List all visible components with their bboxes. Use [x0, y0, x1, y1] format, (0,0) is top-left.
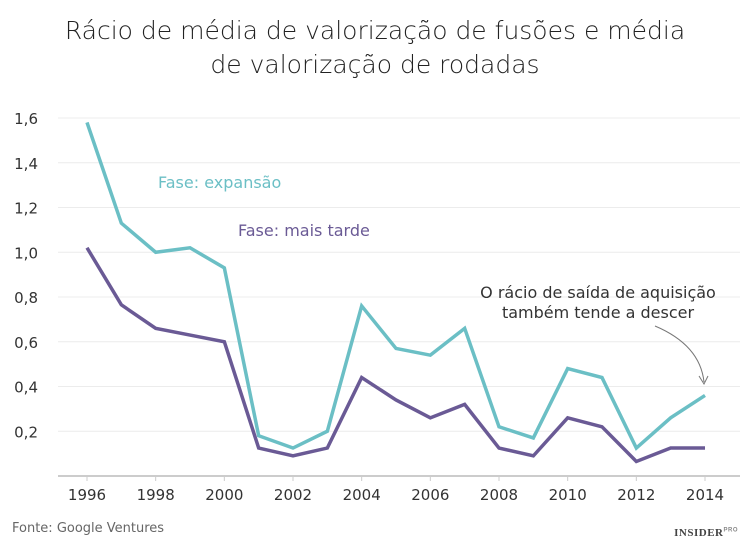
x-tick-label: 2012 [617, 486, 655, 504]
x-tick-label: 2008 [480, 486, 518, 504]
title-line-1: Rácio de média de valorização de fusões … [64, 16, 686, 45]
series-label-mais-tarde: Fase: mais tarde [238, 221, 370, 240]
x-tick-label: 2002 [274, 486, 312, 504]
chart-title: Rácio de média de valorização de fusões … [0, 14, 750, 82]
y-tick-label: 0,6 [14, 334, 38, 352]
annotation-arrow [654, 325, 705, 383]
x-tick-label: 2000 [205, 486, 243, 504]
x-tick-label: 2010 [549, 486, 587, 504]
y-tick-label: 1,4 [14, 155, 38, 173]
annotation-arrowhead [698, 375, 709, 386]
y-tick-label: 0,2 [14, 423, 38, 441]
y-tick-label: 0,4 [14, 379, 38, 397]
source-note: Fonte: Google Ventures [12, 521, 165, 536]
annotation-line-2: também tende a descer [502, 303, 695, 322]
x-tick-label: 2014 [686, 486, 724, 504]
y-tick-label: 1,2 [14, 200, 38, 218]
x-tick-label: 2006 [411, 486, 449, 504]
x-tick-label: 1998 [137, 486, 175, 504]
series-line-mais-tarde [85, 246, 705, 464]
x-tick-label: 1996 [68, 486, 106, 504]
x-tick-label: 2004 [343, 486, 381, 504]
title-line-2: de valorização de rodadas [210, 50, 540, 79]
y-tick-label: 1,6 [14, 110, 38, 128]
insider-pro-logo: INSIDERPRO [674, 527, 738, 539]
annotation-line-1: O rácio de saída de aquisição [480, 283, 716, 302]
series-label-expansao: Fase: expansão [158, 173, 281, 192]
y-tick-label: 1,0 [14, 244, 38, 262]
y-tick-label: 0,8 [14, 289, 38, 307]
